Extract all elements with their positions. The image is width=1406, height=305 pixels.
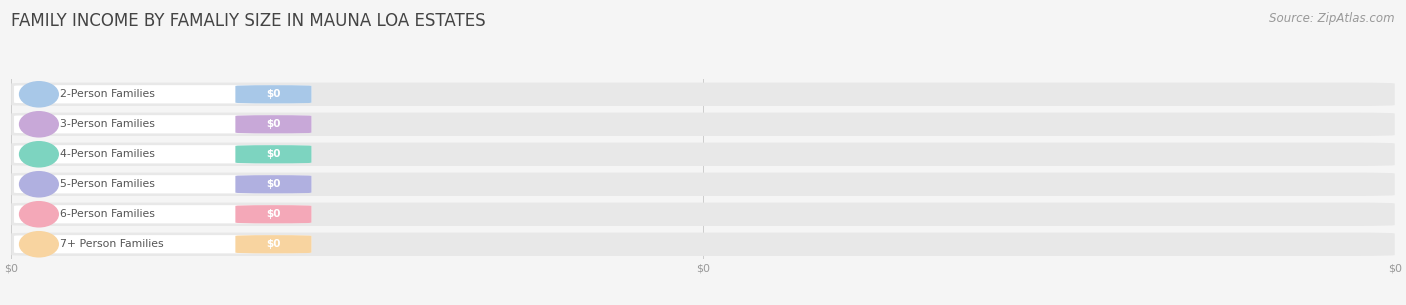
Text: 6-Person Families: 6-Person Families [59,209,155,219]
Ellipse shape [20,172,58,197]
FancyBboxPatch shape [235,115,312,133]
Text: $0: $0 [266,209,281,219]
Ellipse shape [20,112,58,137]
FancyBboxPatch shape [235,205,312,223]
Text: $0: $0 [266,149,281,159]
FancyBboxPatch shape [14,115,312,133]
FancyBboxPatch shape [14,235,312,253]
FancyBboxPatch shape [235,145,312,163]
FancyBboxPatch shape [14,145,312,163]
FancyBboxPatch shape [11,173,1395,196]
Text: Source: ZipAtlas.com: Source: ZipAtlas.com [1270,12,1395,25]
Ellipse shape [20,142,58,167]
Text: $0: $0 [266,179,281,189]
Text: 2-Person Families: 2-Person Families [59,89,155,99]
FancyBboxPatch shape [235,235,312,253]
FancyBboxPatch shape [11,142,1395,166]
Text: 7+ Person Families: 7+ Person Families [59,239,163,249]
Text: $0: $0 [266,89,281,99]
FancyBboxPatch shape [11,232,1395,256]
FancyBboxPatch shape [14,175,312,193]
FancyBboxPatch shape [11,83,1395,106]
FancyBboxPatch shape [14,85,312,103]
Text: $0: $0 [266,239,281,249]
FancyBboxPatch shape [235,85,312,103]
Ellipse shape [20,202,58,227]
FancyBboxPatch shape [11,203,1395,226]
Ellipse shape [20,82,58,107]
Text: 5-Person Families: 5-Person Families [59,179,155,189]
Text: FAMILY INCOME BY FAMALIY SIZE IN MAUNA LOA ESTATES: FAMILY INCOME BY FAMALIY SIZE IN MAUNA L… [11,12,486,30]
Text: $0: $0 [266,119,281,129]
Ellipse shape [20,232,58,257]
Text: 4-Person Families: 4-Person Families [59,149,155,159]
Text: 3-Person Families: 3-Person Families [59,119,155,129]
FancyBboxPatch shape [14,205,312,223]
FancyBboxPatch shape [235,175,312,193]
FancyBboxPatch shape [11,113,1395,136]
